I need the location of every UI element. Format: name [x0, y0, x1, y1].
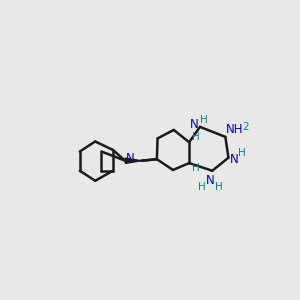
Text: N: N [230, 153, 239, 166]
Text: H: H [238, 148, 246, 158]
Text: NH: NH [226, 123, 243, 136]
Text: N: N [189, 118, 198, 131]
Text: H: H [198, 182, 206, 192]
Text: 2: 2 [242, 122, 249, 132]
Text: H: H [192, 132, 200, 142]
Text: N: N [206, 174, 214, 187]
Text: H: H [200, 115, 208, 125]
Text: H: H [214, 182, 222, 192]
Text: N: N [125, 152, 134, 165]
Polygon shape [125, 158, 141, 164]
Text: H: H [192, 163, 200, 173]
